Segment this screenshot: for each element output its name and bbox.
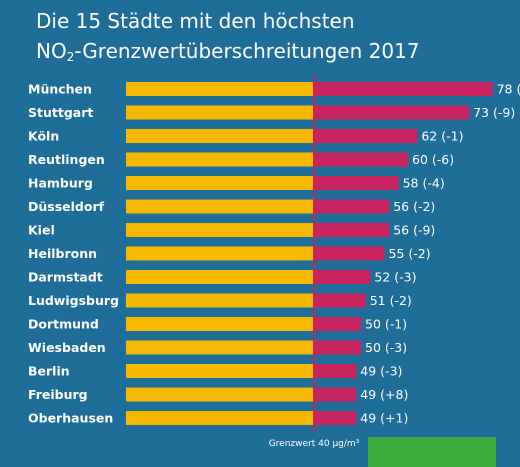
bar-below-limit [126,152,314,167]
value-label: 50 (-3) [365,340,407,355]
bar-below-limit [126,340,314,355]
title-subscript: 2 [66,50,75,64]
bar-above-limit [314,246,385,261]
bar-above-limit [314,364,357,378]
bar-above-limit [314,317,361,331]
bar-below-limit [126,105,314,120]
limit-caption: Grenzwert 40 µg/m³ [269,439,360,449]
title-no-text: NO [36,39,67,63]
city-label: Düsseldorf [28,199,105,214]
bar-below-limit [126,293,314,308]
bar-above-limit [314,199,390,214]
bar-above-limit [314,105,470,120]
value-label: 60 (-6) [412,152,454,167]
value-label: 78 (-2) [497,82,520,97]
city-label: Darmstadt [28,270,103,285]
bar-above-limit [314,293,366,308]
city-label: München [28,82,92,97]
value-label: 73 (-9) [473,105,515,120]
chart-title-line2: NO2-Grenzwertüberschreitungen 2017 [36,36,420,66]
bar-below-limit [126,411,314,425]
value-label: 49 (-3) [360,364,402,379]
value-label: 56 (-9) [393,223,435,238]
value-label: 55 (-2) [389,246,431,261]
city-label: Reutlingen [28,152,105,167]
city-label: Berlin [28,364,70,379]
value-label: 51 (-2) [370,293,412,308]
chart-title: Die 15 Städte mit den höchsten NO2-Grenz… [36,6,420,66]
city-label: Heilbronn [28,246,97,261]
bar-below-limit [126,246,314,261]
bar-below-limit [126,387,314,402]
city-label: Hamburg [28,176,93,191]
bar-below-limit [126,223,314,237]
title-rest-text: -Grenzwertüberschreitungen 2017 [74,39,420,63]
bar-below-limit [126,270,314,284]
value-label: 52 (-3) [374,270,416,285]
bar-below-limit [126,82,314,96]
bar-above-limit [314,411,357,425]
bar-below-limit [126,199,314,214]
chart-title-line1: Die 15 Städte mit den höchsten [36,9,355,33]
bar-above-limit [314,270,371,284]
bar-above-limit [314,387,357,402]
partial-green-badge [368,437,496,467]
value-label: 56 (-2) [393,199,435,214]
city-label: Wiesbaden [28,340,106,355]
bar-above-limit [314,82,493,96]
no2-bar-chart: München 78 (-2) Stuttgart 73 (-9) Köln 62 (-1… [28,76,520,449]
value-label: 49 (+8) [360,387,408,402]
value-label: 50 (-1) [365,317,407,332]
bar-above-limit [314,129,418,143]
value-label: 62 (-1) [421,129,463,144]
city-label: Dortmund [28,317,99,332]
bar-below-limit [126,176,314,190]
bar-above-limit [314,340,361,355]
city-label: Freiburg [28,387,88,402]
city-label: Oberhausen [28,411,113,426]
bar-above-limit [314,176,399,190]
city-label: Stuttgart [28,105,93,120]
bar-above-limit [314,223,390,237]
city-label: Kiel [28,223,55,238]
city-label: Ludwigsburg [28,293,119,308]
bar-below-limit [126,317,314,331]
value-label: 58 (-4) [403,176,445,191]
value-label: 49 (+1) [360,411,408,426]
bar-below-limit [126,129,314,143]
city-label: Köln [28,129,59,144]
bar-above-limit [314,152,408,167]
bar-below-limit [126,364,314,378]
